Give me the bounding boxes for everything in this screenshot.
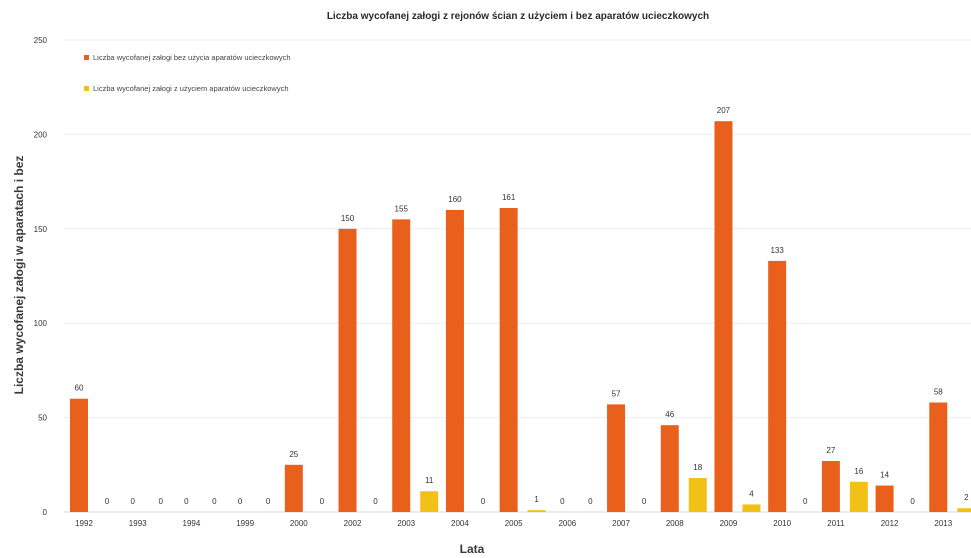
legend-label: Liczba wycofanej załogi bez użycia apara…	[93, 53, 291, 62]
x-tick-label: 2012	[881, 519, 899, 528]
data-label: 0	[910, 497, 915, 506]
bar-without-apparatus	[338, 228, 357, 513]
data-label: 0	[481, 497, 486, 506]
bars	[70, 121, 971, 513]
data-label: 161	[502, 193, 516, 202]
data-label: 207	[717, 106, 731, 115]
data-label: 0	[320, 497, 325, 506]
data-label: 25	[289, 450, 298, 459]
x-tick-label: 1993	[129, 519, 147, 528]
bar-with-apparatus	[849, 481, 868, 512]
data-label: 0	[373, 497, 378, 506]
bar-without-apparatus	[499, 208, 518, 513]
bar-with-apparatus	[420, 491, 439, 512]
x-tick-label: 1992	[75, 519, 93, 528]
bar-with-apparatus	[957, 508, 971, 512]
x-tick-label: 2003	[397, 519, 415, 528]
x-tick-label: 2006	[558, 519, 576, 528]
data-label: 0	[803, 497, 808, 506]
x-tick-label: 2011	[827, 519, 845, 528]
data-label: 155	[395, 204, 409, 213]
data-label: 18	[693, 463, 702, 472]
bar-without-apparatus	[392, 219, 411, 513]
data-label: 150	[341, 214, 355, 223]
bar-without-apparatus	[929, 402, 948, 512]
x-tick-label: 2009	[720, 519, 738, 528]
x-axis-label: Lata	[460, 542, 485, 556]
data-label: 0	[560, 497, 565, 506]
data-label: 0	[130, 497, 135, 506]
y-tick-label: 150	[34, 225, 48, 234]
data-label: 57	[612, 389, 621, 398]
data-label: 16	[854, 467, 863, 476]
legend-swatch	[84, 55, 89, 60]
y-tick-label: 0	[43, 508, 48, 517]
bar-without-apparatus	[821, 461, 840, 512]
data-label: 2	[964, 493, 969, 502]
x-tick-label: 2005	[505, 519, 523, 528]
x-tick-label: 1994	[183, 519, 201, 528]
data-label: 0	[158, 497, 163, 506]
y-axis-label: Liczba wycofanej załogi w aparatach i be…	[12, 156, 26, 395]
x-tick-label: 2010	[773, 519, 791, 528]
x-tick-label: 2002	[344, 519, 362, 528]
data-label: 11	[425, 476, 434, 485]
y-tick-label: 50	[38, 414, 47, 423]
legend-item-1: Liczba wycofanej załogi z użyciem aparat…	[84, 84, 289, 93]
data-label: 0	[588, 497, 593, 506]
data-label: 0	[212, 497, 217, 506]
bar-without-apparatus	[445, 209, 464, 513]
x-tick-label: 2000	[290, 519, 308, 528]
data-label: 0	[238, 497, 243, 506]
bar-without-apparatus	[714, 121, 733, 513]
data-label: 0	[184, 497, 189, 506]
bar-without-apparatus	[284, 464, 303, 512]
legend-label: Liczba wycofanej załogi z użyciem aparat…	[93, 84, 289, 93]
data-label: 46	[665, 410, 674, 419]
bar-with-apparatus	[742, 504, 761, 512]
x-tick-label: 2004	[451, 519, 469, 528]
legend: Liczba wycofanej załogi bez użycia apara…	[84, 53, 291, 93]
data-label: 0	[105, 497, 110, 506]
x-tick-label: 2007	[612, 519, 630, 528]
data-label: 60	[75, 384, 84, 393]
data-label: 14	[880, 471, 889, 480]
bar-with-apparatus	[527, 510, 546, 512]
data-label: 27	[826, 446, 835, 455]
y-tick-label: 200	[34, 130, 48, 139]
x-tick-label: 1999	[236, 519, 254, 528]
y-tick-label: 100	[34, 319, 48, 328]
y-axis-ticks: 0 50 100 150 200 250	[34, 36, 48, 517]
data-label: 0	[266, 497, 271, 506]
bar-with-apparatus	[688, 478, 707, 512]
legend-item-0: Liczba wycofanej załogi bez użycia apara…	[84, 53, 291, 62]
bar-without-apparatus	[607, 404, 626, 512]
data-label: 0	[642, 497, 647, 506]
x-tick-label: 2008	[666, 519, 684, 528]
data-label: 58	[934, 387, 943, 396]
chart-title: Liczba wycofanej załogi z rejonów ścian …	[327, 11, 709, 22]
y-tick-label: 250	[34, 36, 48, 45]
bar-without-apparatus	[660, 425, 679, 512]
x-axis-ticks: 1992 1993 1994 1999 2000 2002 2003 2004 2005 2006…	[75, 519, 953, 528]
bar-without-apparatus	[768, 260, 787, 512]
data-label: 1	[534, 495, 539, 504]
data-label: 4	[749, 489, 754, 498]
legend-swatch	[84, 86, 89, 91]
bar-without-apparatus	[875, 485, 894, 512]
data-label: 160	[448, 195, 462, 204]
data-label: 133	[770, 246, 784, 255]
bar-without-apparatus	[70, 398, 88, 512]
x-tick-label: 2013	[934, 519, 952, 528]
